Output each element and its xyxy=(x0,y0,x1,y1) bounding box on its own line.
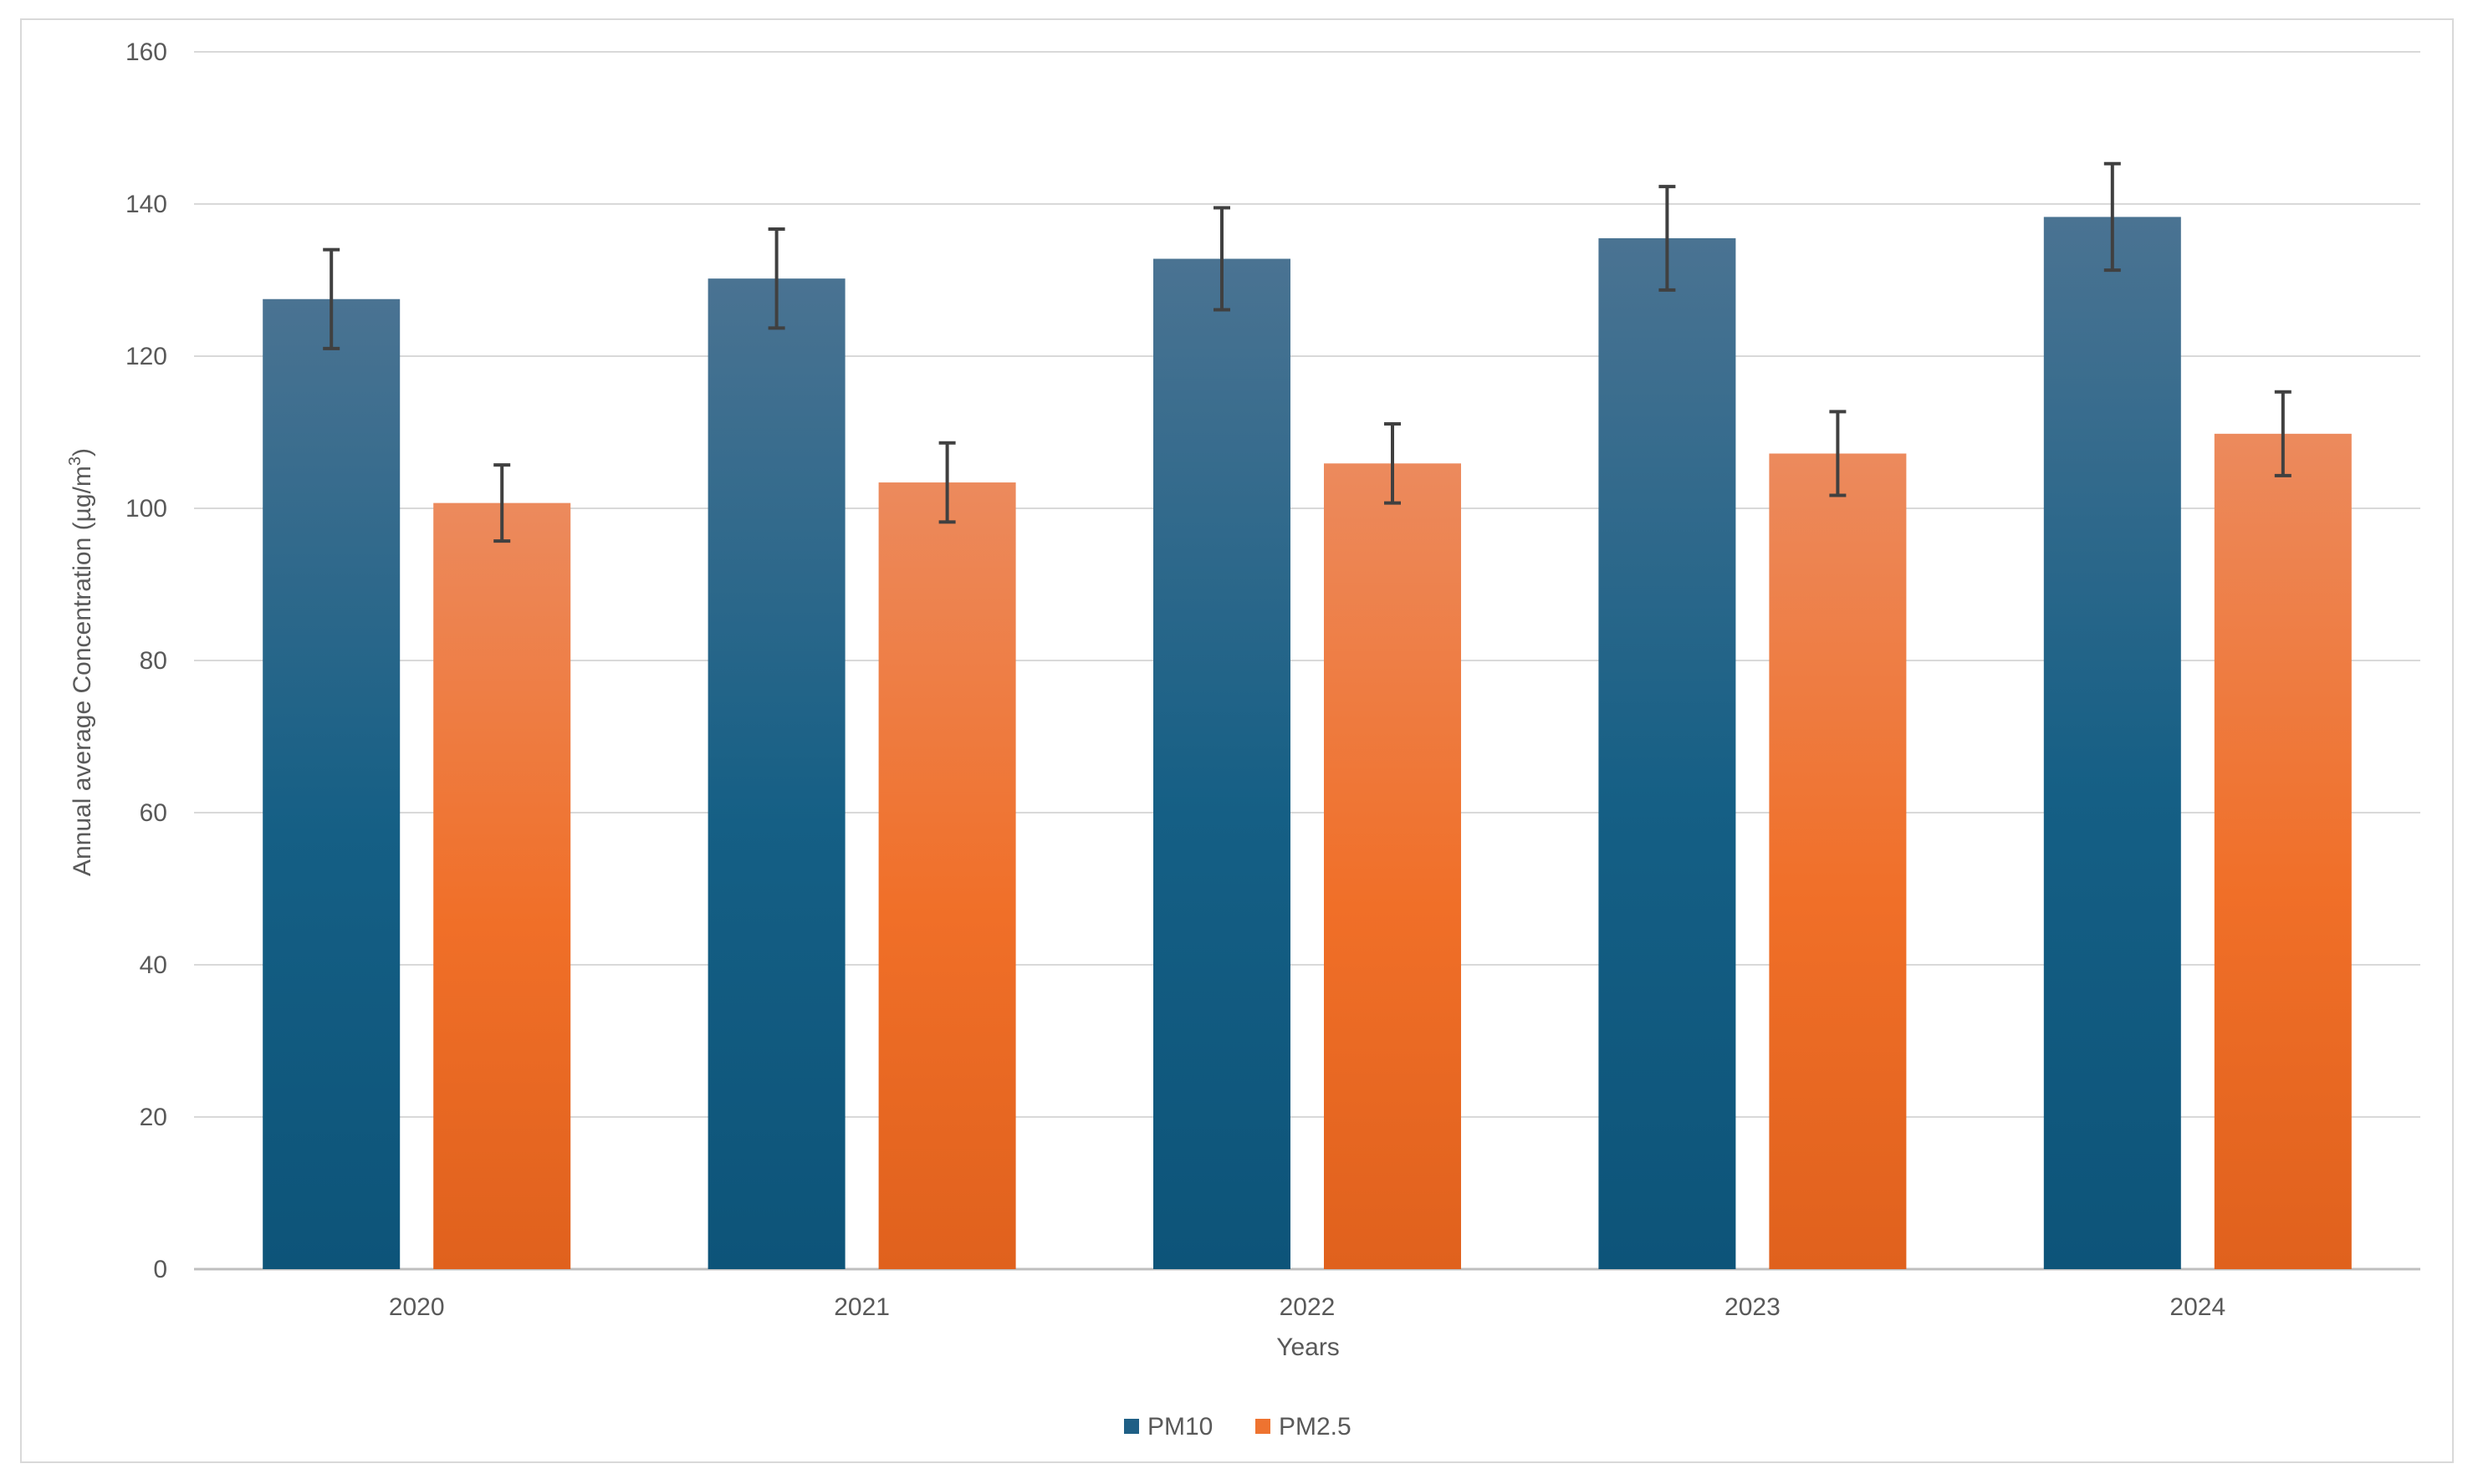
x-tick-label-2022: 2022 xyxy=(1280,1293,1336,1321)
bar-pm10-2024 xyxy=(2043,217,2181,1270)
bar-pm10-2023 xyxy=(1598,237,1736,1270)
x-axis-ticks: 2020 2021 2022 2023 2024 xyxy=(389,1293,2225,1321)
bar-pm25-2021 xyxy=(878,482,1016,1269)
legend: PM10 PM2.5 xyxy=(1124,1413,1351,1441)
bar-pm25-2024 xyxy=(2214,433,2352,1269)
y-tick-label: 20 xyxy=(140,1104,167,1131)
error-bars xyxy=(323,161,2292,543)
bar-pm10-2021 xyxy=(708,278,846,1270)
error-bar-pm25-2022 xyxy=(1384,421,1401,505)
y-tick-label: 160 xyxy=(125,38,167,66)
y-tick-label: 80 xyxy=(140,647,167,675)
y-tick-label: 140 xyxy=(125,191,167,218)
error-bar-pm10-2021 xyxy=(768,227,785,330)
y-tick-label: 0 xyxy=(153,1256,167,1283)
bar-pm10-2022 xyxy=(1153,258,1290,1269)
legend-swatch-pm25 xyxy=(1255,1419,1270,1434)
error-bar-pm25-2020 xyxy=(493,463,511,543)
y-axis-ticks: 0 20 40 60 80 100 120 140 160 xyxy=(125,38,167,1283)
error-bar-pm25-2021 xyxy=(938,441,956,524)
error-bar-pm25-2024 xyxy=(2274,390,2292,477)
x-tick-label-2024: 2024 xyxy=(2169,1293,2225,1321)
error-bar-pm25-2023 xyxy=(1829,410,1847,497)
legend-swatch-pm10 xyxy=(1124,1419,1139,1434)
bar-pm10-2020 xyxy=(263,298,401,1269)
x-tick-label-2023: 2023 xyxy=(1724,1293,1781,1321)
error-bar-pm10-2024 xyxy=(2103,161,2121,273)
y-tick-label: 40 xyxy=(140,951,167,979)
legend-label-pm25: PM2.5 xyxy=(1279,1413,1351,1441)
y-tick-label: 60 xyxy=(140,799,167,827)
y-tick-label: 100 xyxy=(125,495,167,523)
y-tick-label: 120 xyxy=(125,343,167,370)
x-tick-label-2020: 2020 xyxy=(389,1293,445,1321)
x-axis-title: Years xyxy=(1276,1334,1340,1361)
bars xyxy=(263,217,2352,1270)
error-bar-pm10-2020 xyxy=(323,247,340,350)
error-bar-pm10-2022 xyxy=(1214,206,1230,312)
x-tick-label-2021: 2021 xyxy=(834,1293,890,1321)
y-axis-title: Annual average Concentration (µg/m3) xyxy=(66,448,96,876)
bar-pm25-2020 xyxy=(433,502,571,1269)
bar-pm25-2022 xyxy=(1324,463,1461,1269)
bar-pm25-2023 xyxy=(1769,453,1907,1269)
error-bar-pm10-2023 xyxy=(1658,185,1676,292)
chart-frame: 0 20 40 60 80 100 120 140 160 2020 2021 2022 2023 20… xyxy=(20,18,2454,1463)
legend-label-pm10: PM10 xyxy=(1147,1413,1213,1441)
